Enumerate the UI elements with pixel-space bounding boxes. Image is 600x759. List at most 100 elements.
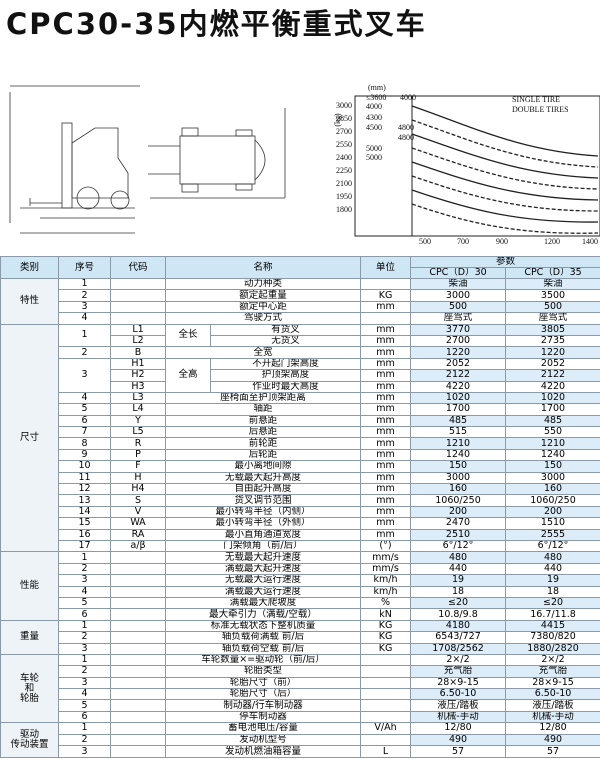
table-row: H3 作业时最大高度 mm 4220 4220 xyxy=(1,380,600,393)
table-row: 4 满载最大运行速度 km/h 18 18 xyxy=(1,585,600,598)
cat-cell: 尺寸 xyxy=(0,323,59,553)
unit-cell: mm xyxy=(360,483,412,496)
unit-cell xyxy=(360,277,412,291)
cat-cell: 性能 xyxy=(0,551,59,621)
code-cell xyxy=(110,585,166,598)
name-cell: 轴负载荷满载 前/后 xyxy=(164,631,362,644)
table-row: 17 a/β 门架倾角（前/后） (°) 6°/12° 6°/12° xyxy=(1,539,600,553)
code-cell xyxy=(110,733,166,747)
code-cell: B xyxy=(110,346,166,359)
unit-cell: mm xyxy=(360,369,412,382)
name-cell: 无载最大运行速度 xyxy=(164,574,362,587)
load-curve xyxy=(411,161,599,201)
table-row: 2 满载最大起升速度 mm/s 440 440 xyxy=(1,562,600,576)
value-cell: 2735 xyxy=(505,334,600,348)
model-header: CPC（D）30 xyxy=(410,267,507,279)
code-cell xyxy=(110,277,166,291)
height-label: 4800 xyxy=(398,133,414,142)
code-cell xyxy=(110,312,166,325)
value-cell: 2×/2 xyxy=(410,653,507,667)
weight-label: 1950 xyxy=(336,192,352,201)
value-cell: 1708/2562 xyxy=(410,642,507,655)
load-chart xyxy=(354,95,600,237)
unit-cell: mm xyxy=(360,448,412,462)
no-cell: 16 xyxy=(58,528,111,542)
distance-label: 700 xyxy=(457,237,469,246)
table-row: 11 H 无载最大起升高度 mm 3000 3000 xyxy=(1,471,600,485)
value-cell: 6.50-10 xyxy=(505,688,600,701)
no-cell: 14 xyxy=(58,505,111,519)
no-cell: 3 xyxy=(58,300,111,314)
name-cell: 无载最大起升高度 xyxy=(164,471,362,485)
name-cell: 车轮数量×=驱动轮（前/后） xyxy=(164,653,362,667)
value-cell: 12/80 xyxy=(410,722,507,735)
table-row: 14 V 最小转弯半径（内侧） mm 200 200 xyxy=(1,505,600,519)
value-cell: 机械-手动 xyxy=(410,710,507,724)
code-cell: S xyxy=(110,494,166,507)
value-cell: 6.50-10 xyxy=(410,688,507,701)
no-cell: 3 xyxy=(58,642,111,655)
no-cell: 1 xyxy=(58,722,111,735)
value-cell: 150 xyxy=(505,460,600,473)
value-cell: 液压/踏板 xyxy=(505,699,600,712)
category-label: 车轮 xyxy=(19,672,39,684)
name-cell: 全宽 xyxy=(164,346,362,359)
value-cell: 480 xyxy=(505,551,600,564)
category-label: 驱动 xyxy=(19,729,39,741)
code-cell xyxy=(110,631,166,644)
unit-cell: mm xyxy=(360,323,412,336)
no-cell: 4 xyxy=(58,391,111,405)
code-cell: RA xyxy=(110,528,166,542)
unit-cell: mm xyxy=(360,471,412,485)
unit-cell xyxy=(360,699,412,712)
table-row: 9 P 后轮距 mm 1240 1240 xyxy=(1,448,600,462)
unit-cell xyxy=(360,665,412,678)
code-cell: L2 xyxy=(110,334,166,348)
value-cell: 柴油 xyxy=(505,277,600,291)
unit-cell: mm/s xyxy=(360,562,412,576)
no-cell: 4 xyxy=(58,585,111,598)
unit-cell: mm xyxy=(360,391,412,405)
code-cell: H3 xyxy=(110,380,166,393)
value-cell: 3000 xyxy=(410,289,507,302)
cat-cell: 驱动 传动装置 xyxy=(0,722,59,758)
code-cell xyxy=(110,562,166,576)
code-cell xyxy=(110,289,166,302)
side-view-drawing xyxy=(9,85,140,234)
distance-label: 900 xyxy=(496,237,508,246)
no-cell: 2 xyxy=(58,562,111,576)
value-cell: 550 xyxy=(505,426,600,439)
value-cell: 480 xyxy=(410,551,507,564)
code-cell: V xyxy=(110,505,166,519)
no-cell: 15 xyxy=(58,517,111,530)
code-cell: L4 xyxy=(110,403,166,416)
category-label: 轮胎 xyxy=(19,692,39,704)
weight-label: 2250 xyxy=(336,166,352,175)
value-cell: 57 xyxy=(505,745,600,758)
name-cell: 满载最大起升速度 xyxy=(164,562,362,576)
code-cell xyxy=(110,596,166,610)
unit-cell: mm xyxy=(360,505,412,519)
distance-label: 1400 xyxy=(582,237,598,246)
name-cell: 最小转弯半径（外侧） xyxy=(164,517,362,530)
name-cell: 发动机型号 xyxy=(164,733,362,747)
no-cell: 5 xyxy=(58,403,111,416)
unit-cell: KG xyxy=(360,631,412,644)
value-cell: 200 xyxy=(505,505,600,519)
table-row: 车轮和轮胎 1 车轮数量×=驱动轮（前/后） 2×/2 2×/2 xyxy=(0,653,600,724)
value-cell: 液压/踏板 xyxy=(410,699,507,712)
code-cell xyxy=(110,300,166,314)
category-label: 性能 xyxy=(19,580,39,592)
value-cell: 3000 xyxy=(410,471,507,485)
unit-cell: mm xyxy=(360,357,412,371)
value-cell: 440 xyxy=(410,562,507,576)
value-cell: 500 xyxy=(505,300,600,314)
code-cell xyxy=(110,676,166,690)
unit-cell: mm xyxy=(360,380,412,393)
unit-cell xyxy=(360,653,412,667)
value-cell: 515 xyxy=(410,426,507,439)
name-cell: 前悬距 xyxy=(164,414,362,428)
no-cell: 2 xyxy=(58,733,111,747)
header-cell: 参数 xyxy=(410,256,600,268)
no-cell: 8 xyxy=(58,437,111,450)
